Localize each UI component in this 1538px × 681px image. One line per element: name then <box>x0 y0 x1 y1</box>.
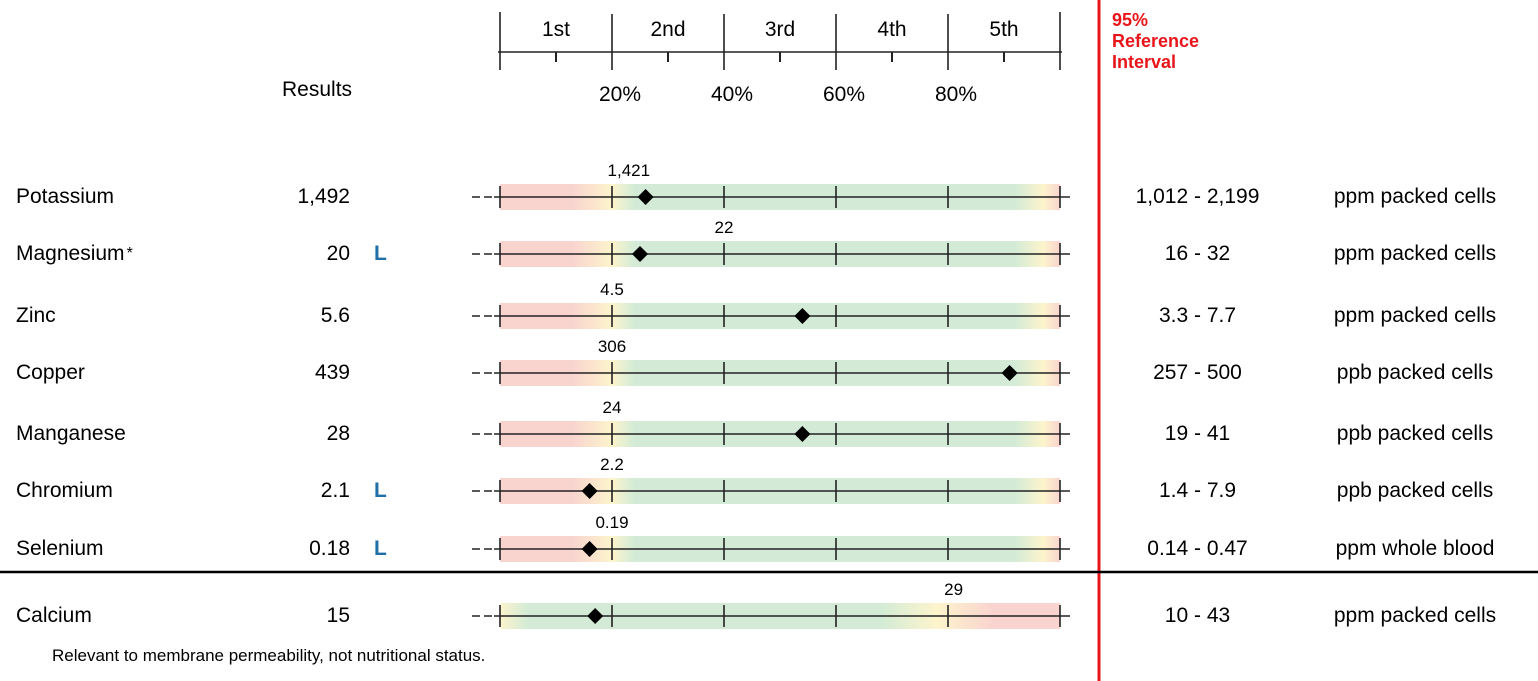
reference-range-selenium: 0.14 - 0.47 <box>1147 537 1248 560</box>
unit-selenium: ppm whole blood <box>1335 537 1495 560</box>
percentile-label: 80% <box>935 83 977 106</box>
bar-copper: 306 <box>472 337 1070 386</box>
row-name-chromium: Chromium <box>16 479 113 503</box>
reference-range-magnesium: 16 - 32 <box>1164 242 1231 265</box>
reference-range-manganese: 19 - 41 <box>1164 422 1231 445</box>
result-marker <box>581 541 598 557</box>
row-name-text: Selenium <box>16 537 104 560</box>
bar-potassium: 1,421 <box>472 161 1070 210</box>
mean-label: 4.5 <box>600 280 624 299</box>
row-name-text: Magnesium <box>16 242 125 265</box>
unit-zinc: ppm packed cells <box>1333 304 1497 327</box>
quintile-label: 4th <box>877 18 906 41</box>
reference-range-zinc: 3.3 - 7.7 <box>1158 304 1237 327</box>
row-result-manganese: 28 <box>326 422 350 445</box>
row-name-text: Zinc <box>16 304 56 327</box>
row-name-selenium: Selenium <box>16 537 104 561</box>
row-result-potassium: 1,492 <box>297 185 350 208</box>
unit-calcium: ppm packed cells <box>1333 604 1497 627</box>
row-result-calcium: 15 <box>326 604 350 627</box>
mean-label: 24 <box>603 398 622 417</box>
reference-range-potassium: 1,012 - 2,199 <box>1135 185 1260 208</box>
result-marker <box>632 246 648 262</box>
row-name-text: Copper <box>16 361 85 384</box>
unit-magnesium: ppm packed cells <box>1333 242 1497 265</box>
asterisk-mark: * <box>126 245 133 262</box>
quintile-label: 5th <box>989 18 1018 41</box>
quintile-label: 3rd <box>765 18 795 41</box>
percentile-label: 60% <box>823 83 865 106</box>
row-name-magnesium: Magnesium * <box>16 242 133 266</box>
calcium-footnote: Relevant to membrane permeability, not n… <box>52 646 486 665</box>
row-name-text: Potassium <box>16 185 115 208</box>
unit-manganese: ppb packed cells <box>1336 422 1494 445</box>
mean-label: 306 <box>598 337 626 356</box>
reference-interval-line-2: Reference <box>1112 31 1200 51</box>
quintile-label: 1st <box>542 18 570 41</box>
row-name-text: Chromium <box>16 479 113 502</box>
percentile-label: 40% <box>711 83 753 106</box>
low-flag-selenium: L <box>374 537 387 560</box>
row-name-copper: Copper <box>16 361 85 385</box>
unit-chromium: ppb packed cells <box>1336 479 1494 502</box>
row-name-calcium: Calcium <box>16 604 92 628</box>
bar-manganese: 24 <box>472 398 1070 447</box>
percentile-label: 20% <box>599 83 641 106</box>
bar-zinc: 4.5 <box>472 280 1070 329</box>
quintile-label: 2nd <box>650 18 685 41</box>
bar-selenium: 0.19 <box>472 513 1070 562</box>
reference-range-calcium: 10 - 43 <box>1164 604 1231 627</box>
mean-label: 22 <box>715 218 734 237</box>
mean-label: 0.19 <box>595 513 628 532</box>
result-marker <box>581 483 598 499</box>
unit-potassium: ppm packed cells <box>1333 185 1497 208</box>
bar-calcium: 29 <box>472 580 1070 629</box>
low-flag-chromium: L <box>374 479 387 502</box>
result-marker <box>637 189 654 205</box>
reference-interval-line-3: Interval <box>1112 52 1177 72</box>
result-marker <box>1001 365 1018 381</box>
row-result-magnesium: 20 <box>326 242 350 265</box>
row-result-zinc: 5.6 <box>320 304 350 327</box>
row-name-potassium: Potassium <box>16 185 114 209</box>
reference-interval-line-1: 95% <box>1112 10 1149 30</box>
reference-range-copper: 257 - 500 <box>1153 361 1242 384</box>
row-name-text: Calcium <box>16 604 92 627</box>
bar-magnesium: 22 <box>472 218 1070 267</box>
low-flag-magnesium: L <box>374 242 387 265</box>
row-name-manganese: Manganese <box>16 422 126 446</box>
row-result-chromium: 2.1 <box>320 479 350 502</box>
result-marker <box>794 426 811 442</box>
results-header: Results <box>282 78 353 101</box>
row-name-zinc: Zinc <box>16 304 56 328</box>
mean-label: 1,421 <box>608 161 651 180</box>
mean-label: 2.2 <box>600 455 624 474</box>
row-name-text: Manganese <box>16 422 126 445</box>
row-result-selenium: 0.18 <box>309 537 350 560</box>
bar-chromium: 2.2 <box>472 455 1070 504</box>
result-marker <box>794 308 811 324</box>
reference-interval-header: 95% Reference Interval <box>1112 10 1199 73</box>
row-result-copper: 439 <box>314 361 350 384</box>
mean-label: 29 <box>944 580 963 599</box>
reference-range-chromium: 1.4 - 7.9 <box>1158 479 1237 502</box>
unit-copper: ppb packed cells <box>1336 361 1494 384</box>
result-marker <box>587 608 604 624</box>
